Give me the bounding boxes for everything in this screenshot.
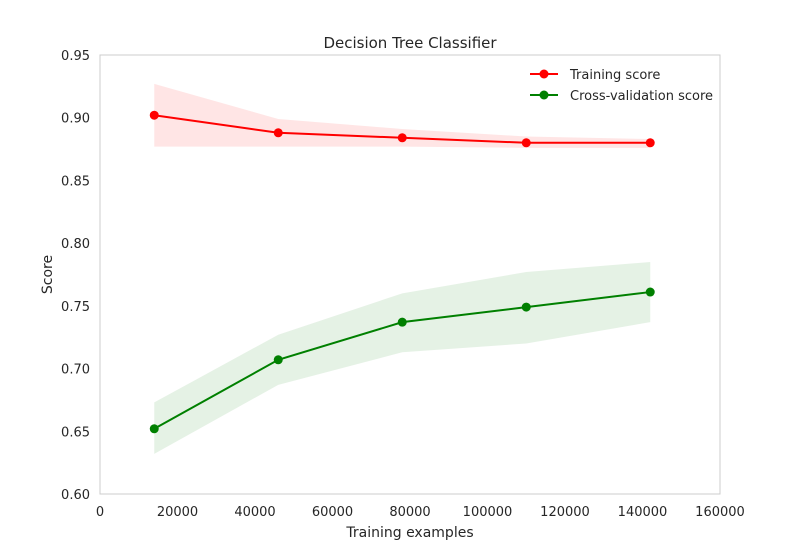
x-axis-label: Training examples <box>345 525 473 541</box>
training-score-legend-marker <box>539 69 549 79</box>
x-tick-label: 100000 <box>463 505 513 520</box>
y-tick-label: 0.60 <box>61 488 90 503</box>
x-tick-labels: 0 20000 40000 60000 80000 100000 120000 140000 1… <box>96 505 745 520</box>
y-tick-label: 0.75 <box>61 300 90 315</box>
cross-validation-score-point <box>645 287 655 297</box>
cross-validation-score-band <box>154 261 651 454</box>
x-tick-label: 160000 <box>695 505 745 520</box>
x-tick-label: 60000 <box>312 505 353 520</box>
x-tick-label: 120000 <box>540 505 590 520</box>
cross-validation-score-point <box>273 355 283 365</box>
x-tick-label: 80000 <box>389 505 430 520</box>
training-score-point <box>273 128 283 138</box>
training-score-legend-label: Training score <box>569 68 660 83</box>
x-tick-label: 0 <box>96 505 104 520</box>
training-score-point <box>149 110 159 120</box>
x-tick-label: 140000 <box>618 505 668 520</box>
y-tick-label: 0.85 <box>61 174 90 189</box>
chart-title: Decision Tree Classifier <box>323 34 497 52</box>
training-score-point <box>397 133 407 143</box>
cross-validation-score-point <box>149 424 159 434</box>
data-points <box>149 110 655 434</box>
y-tick-label: 0.90 <box>61 112 90 127</box>
x-tick-label: 20000 <box>157 505 198 520</box>
y-tick-label: 0.80 <box>61 237 90 252</box>
cross-validation-score-point <box>521 302 531 312</box>
x-tick-label: 40000 <box>234 505 275 520</box>
cross-validation-score-legend-marker <box>539 90 549 100</box>
y-tick-label: 0.65 <box>61 425 90 440</box>
y-axis-label: Score <box>40 255 56 294</box>
training-score-point <box>645 138 655 148</box>
training-score-point <box>521 138 531 148</box>
y-tick-label: 0.95 <box>61 49 90 64</box>
y-tick-labels: 0.60 0.65 0.70 0.75 0.80 0.85 0.90 0.95 <box>61 49 90 503</box>
y-tick-label: 0.70 <box>61 363 90 378</box>
legend: Training score Cross-validation score <box>530 68 713 104</box>
cross-validation-score-legend-label: Cross-validation score <box>570 89 713 104</box>
cross-validation-score-point <box>397 317 407 327</box>
plot-frame <box>99 54 721 495</box>
